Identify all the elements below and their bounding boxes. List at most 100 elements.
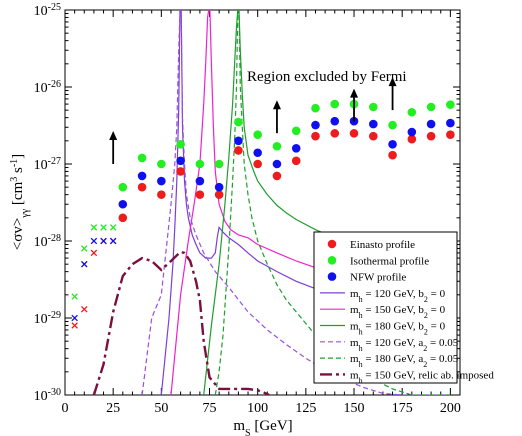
data-point-3 <box>426 119 436 129</box>
data-point-1 <box>407 134 417 144</box>
data-point-2 <box>118 182 128 192</box>
cross-point-3 <box>81 260 88 268</box>
data-point-2 <box>176 140 185 149</box>
data-point-3 <box>234 136 243 146</box>
data-point-1 <box>195 190 205 199</box>
data-points <box>71 99 455 329</box>
data-point-2 <box>195 159 205 169</box>
cross-point-2 <box>90 224 98 231</box>
data-point-1 <box>272 171 282 181</box>
cross-point-2 <box>109 224 117 231</box>
legend-label: mh = 120 GeV, a2 = 0.05 <box>350 337 459 353</box>
data-point-3 <box>291 143 301 153</box>
legend-label: mh = 120 GeV, b2 = 0 <box>350 288 446 304</box>
data-point-2 <box>234 117 243 127</box>
cross-point-1 <box>81 305 88 313</box>
data-point-1 <box>137 182 147 192</box>
data-point-3 <box>176 156 185 166</box>
data-point-3 <box>368 119 378 129</box>
data-point-3 <box>253 148 262 158</box>
legend-label: mh = 180 GeV, b2 = 0 <box>350 321 446 337</box>
data-point-2 <box>446 100 455 109</box>
x-tick-label: 150 <box>344 401 365 416</box>
cross-point-2 <box>71 293 78 300</box>
data-point-1 <box>388 150 397 160</box>
x-axis-title: mS [GeV] <box>233 418 292 436</box>
legend-marker <box>327 272 337 281</box>
cross-point-1 <box>71 322 78 329</box>
data-point-1 <box>234 146 243 155</box>
data-point-2 <box>291 126 301 136</box>
legend-marker <box>327 255 337 265</box>
data-point-2 <box>157 159 166 169</box>
y-tick-label: 10-26 <box>34 79 61 97</box>
data-point-2 <box>214 159 224 169</box>
data-point-2 <box>388 120 397 130</box>
data-point-3 <box>272 159 282 169</box>
exclusion-arrows <box>109 77 397 164</box>
data-point-3 <box>195 176 205 186</box>
curve-4 <box>141 10 451 395</box>
data-point-1 <box>446 130 455 140</box>
data-point-3 <box>446 118 455 128</box>
data-point-2 <box>137 153 147 163</box>
data-point-1 <box>349 129 359 138</box>
legend-label: mh = 150 GeV, b2 = 0 <box>350 304 446 320</box>
data-point-2 <box>311 103 320 113</box>
data-point-1 <box>176 167 185 176</box>
legend: Einasto profile Isothermal profile NFW pro… <box>313 231 494 385</box>
legend-label: mh = 180 GeV, a2 = 0.05 <box>350 353 459 369</box>
cross-point-1 <box>90 249 98 257</box>
data-point-1 <box>311 131 320 141</box>
y-tick-label: 10-29 <box>34 310 61 328</box>
x-tick-label: 175 <box>392 401 413 416</box>
y-tick-label: 10-25 <box>34 2 61 20</box>
data-point-3 <box>311 120 320 130</box>
curve-6 <box>92 250 270 395</box>
data-point-1 <box>253 159 262 169</box>
data-point-1 <box>330 129 340 138</box>
data-point-2 <box>253 130 262 140</box>
data-point-3 <box>388 140 397 149</box>
legend-label: NFW profile <box>350 272 406 284</box>
data-point-3 <box>137 171 147 181</box>
legend-marker <box>327 239 337 249</box>
data-point-3 <box>214 182 224 192</box>
legend-label: Isothermal profile <box>350 255 429 267</box>
exclusion-arrowhead <box>350 88 359 98</box>
x-tick-label: 125 <box>295 401 316 416</box>
x-tick-label: 50 <box>154 401 168 416</box>
y-tick-label: 10-30 <box>34 387 61 405</box>
data-point-1 <box>214 190 224 199</box>
data-point-2 <box>407 107 417 117</box>
cross-point-3 <box>71 314 78 322</box>
data-point-2 <box>272 141 282 151</box>
cross-point-2 <box>81 245 88 252</box>
cross-point-3 <box>100 237 107 245</box>
y-axis-title: <σv>γγ [cm3 s-1] <box>9 154 31 250</box>
y-tick-label: 10-27 <box>34 156 61 174</box>
data-point-3 <box>157 176 166 186</box>
data-point-1 <box>157 190 166 199</box>
y-tick-label: 10-28 <box>34 233 61 251</box>
cross-point-3 <box>109 237 117 245</box>
data-point-3 <box>407 127 417 137</box>
x-tick-label: 0 <box>62 401 69 416</box>
data-point-1 <box>368 131 378 141</box>
data-point-1 <box>118 213 128 223</box>
data-point-1 <box>426 131 436 141</box>
data-point-3 <box>330 116 340 126</box>
x-tick-label: 75 <box>203 401 217 416</box>
data-point-3 <box>118 199 128 209</box>
x-tick-label: 25 <box>106 401 120 416</box>
legend-label: Einasto profile <box>350 239 415 251</box>
x-tick-label: 200 <box>440 401 461 416</box>
data-point-1 <box>291 156 301 166</box>
x-tick-label: 100 <box>247 401 268 416</box>
exclusion-arrowhead <box>388 77 397 87</box>
cross-point-2 <box>100 224 107 231</box>
cross-point-3 <box>90 237 98 245</box>
legend-label: mh = 150 GeV, relic ab. imposed <box>350 369 494 385</box>
axis-ticks: 0 25 50 75 100 125 150 175 200 10-30 10-29 10-28 10-… <box>34 2 461 417</box>
